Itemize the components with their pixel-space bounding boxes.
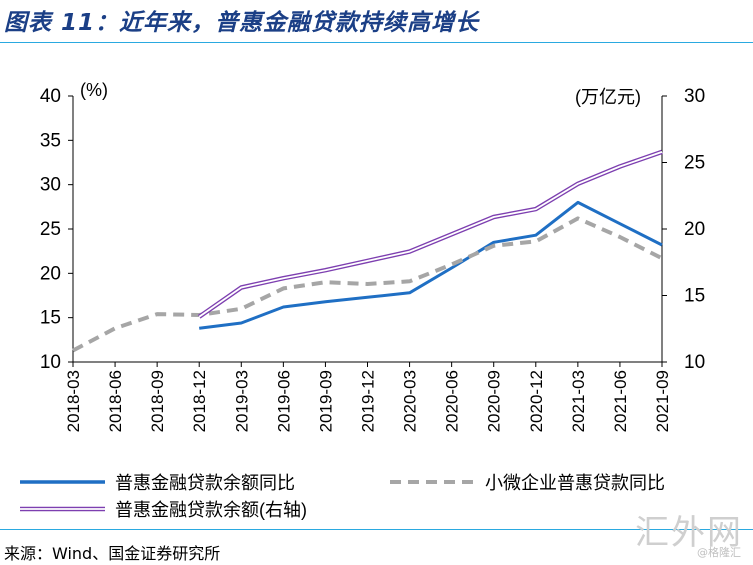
x-tick-label: 2020-06 (443, 370, 462, 432)
series-line-inclusive-yoy (199, 202, 662, 328)
legend-label-small-micro-yoy: 小微企业普惠贷款同比 (485, 473, 665, 493)
series-line-balance-right-outline (199, 152, 662, 317)
x-tick-label: 2021-06 (611, 370, 630, 432)
right-tick-label: 20 (684, 219, 705, 240)
right-tick-label: 15 (684, 286, 705, 307)
x-tick-label: 2018-06 (106, 370, 125, 432)
right-tick-label: 25 (684, 153, 705, 174)
x-tick-label: 2020-09 (485, 370, 504, 432)
legend-label-balance-right: 普惠金融贷款余额(右轴) (115, 500, 307, 520)
left-tick-label: 35 (40, 130, 61, 151)
x-tick-label: 2018-12 (190, 370, 209, 432)
x-tick-label: 2020-12 (527, 370, 546, 432)
left-axis: 10 15 20 25 30 35 40 (%) (40, 80, 108, 373)
left-tick-label: 10 (40, 352, 61, 373)
source-note: 来源：Wind、国金证券研究所 (4, 540, 220, 564)
legend-label-inclusive-yoy: 普惠金融贷款余额同比 (115, 473, 295, 493)
series-layer (73, 152, 662, 351)
x-tick-label: 2019-12 (359, 370, 378, 432)
right-tick-label: 10 (684, 352, 705, 373)
right-axis: 10 15 20 25 30 (万亿元) (575, 86, 705, 373)
x-tick-label: 2021-09 (653, 370, 672, 432)
x-tick-label: 2019-06 (274, 370, 293, 432)
left-tick-label: 15 (40, 308, 61, 329)
x-tick-label: 2018-09 (148, 370, 167, 432)
x-tick-label: 2020-03 (401, 370, 420, 432)
left-tick-label: 40 (40, 86, 61, 107)
series-line-small-micro-yoy (73, 218, 662, 350)
x-tick-label: 2019-03 (232, 370, 251, 432)
left-tick-label: 25 (40, 219, 61, 240)
chart-canvas: 10 15 20 25 30 35 40 (%) 10 15 20 25 30 (万亿元) 2018-0… (0, 0, 753, 530)
watermark-sub: @格隆汇 (697, 544, 741, 560)
right-axis-unit: (万亿元) (575, 87, 641, 107)
left-axis-unit: (%) (80, 80, 108, 100)
x-tick-label: 2018-03 (64, 370, 83, 432)
x-tick-label: 2019-09 (316, 370, 335, 432)
left-tick-label: 30 (40, 175, 61, 196)
x-axis: 2018-03 2018-06 2018-09 2018-12 2019-03 2019-… (64, 362, 672, 432)
right-tick-label: 30 (684, 86, 705, 107)
x-tick-label: 2021-03 (569, 370, 588, 432)
left-tick-label: 20 (40, 263, 61, 284)
